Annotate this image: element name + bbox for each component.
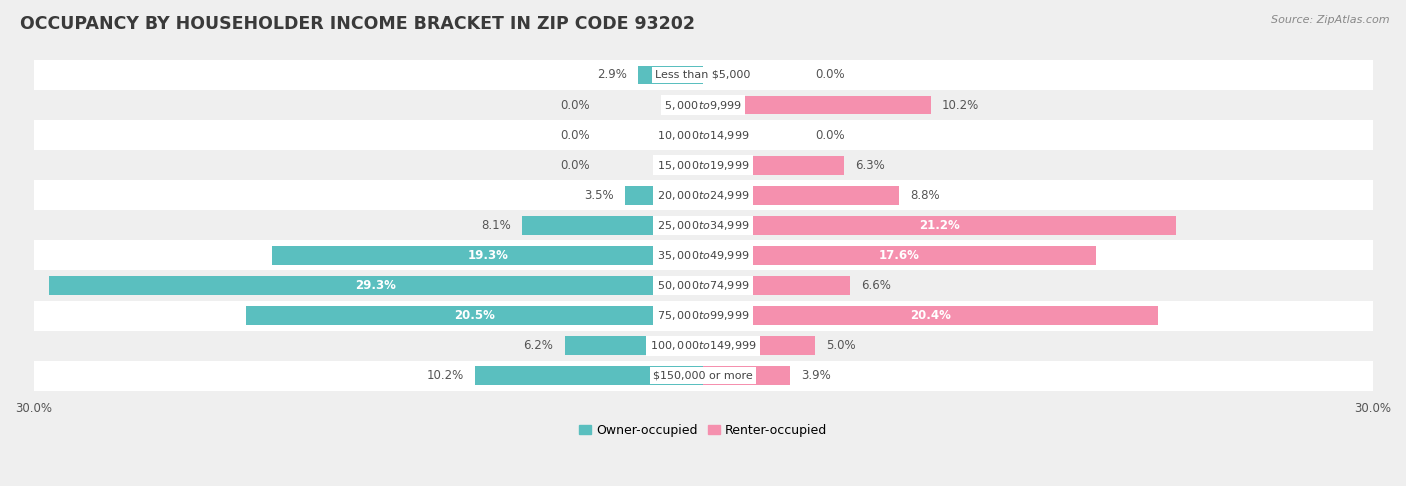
Text: 0.0%: 0.0% xyxy=(815,129,845,141)
Text: $50,000 to $74,999: $50,000 to $74,999 xyxy=(657,279,749,292)
Bar xyxy=(34,271,1372,300)
Bar xyxy=(565,336,703,355)
Bar xyxy=(703,216,1175,235)
Text: $75,000 to $99,999: $75,000 to $99,999 xyxy=(657,309,749,322)
Bar xyxy=(34,60,1372,90)
Text: $35,000 to $49,999: $35,000 to $49,999 xyxy=(657,249,749,262)
Text: 3.9%: 3.9% xyxy=(801,369,831,382)
Bar xyxy=(703,156,844,174)
Text: 19.3%: 19.3% xyxy=(467,249,508,262)
Bar xyxy=(34,241,1372,271)
Bar xyxy=(34,150,1372,180)
Bar xyxy=(703,366,790,385)
Bar xyxy=(703,276,851,295)
Text: 5.0%: 5.0% xyxy=(825,339,855,352)
Text: 0.0%: 0.0% xyxy=(815,69,845,82)
Text: 6.2%: 6.2% xyxy=(523,339,554,352)
Bar xyxy=(624,186,703,205)
Text: $10,000 to $14,999: $10,000 to $14,999 xyxy=(657,129,749,141)
Bar xyxy=(638,66,703,84)
Bar xyxy=(34,90,1372,120)
Text: 2.9%: 2.9% xyxy=(598,69,627,82)
Text: 3.5%: 3.5% xyxy=(583,189,614,202)
Text: 20.4%: 20.4% xyxy=(910,309,950,322)
Bar xyxy=(703,246,1095,265)
Bar xyxy=(703,186,900,205)
Text: $5,000 to $9,999: $5,000 to $9,999 xyxy=(664,99,742,111)
Text: 6.3%: 6.3% xyxy=(855,159,884,172)
Text: 6.6%: 6.6% xyxy=(862,279,891,292)
Text: $150,000 or more: $150,000 or more xyxy=(654,371,752,381)
Text: 10.2%: 10.2% xyxy=(942,99,979,111)
Bar xyxy=(34,330,1372,361)
Bar xyxy=(273,246,703,265)
Bar xyxy=(34,180,1372,210)
Text: 0.0%: 0.0% xyxy=(561,159,591,172)
Bar xyxy=(34,210,1372,241)
Text: 0.0%: 0.0% xyxy=(561,129,591,141)
Text: 29.3%: 29.3% xyxy=(356,279,396,292)
Legend: Owner-occupied, Renter-occupied: Owner-occupied, Renter-occupied xyxy=(574,419,832,442)
Text: $100,000 to $149,999: $100,000 to $149,999 xyxy=(650,339,756,352)
Text: 8.1%: 8.1% xyxy=(481,219,510,232)
Bar xyxy=(34,361,1372,391)
Text: Source: ZipAtlas.com: Source: ZipAtlas.com xyxy=(1271,15,1389,25)
Bar xyxy=(49,276,703,295)
Bar xyxy=(703,96,931,114)
Text: 8.8%: 8.8% xyxy=(911,189,941,202)
Bar xyxy=(703,306,1159,325)
Text: 10.2%: 10.2% xyxy=(427,369,464,382)
Text: OCCUPANCY BY HOUSEHOLDER INCOME BRACKET IN ZIP CODE 93202: OCCUPANCY BY HOUSEHOLDER INCOME BRACKET … xyxy=(20,15,695,33)
Text: 17.6%: 17.6% xyxy=(879,249,920,262)
Bar xyxy=(703,336,814,355)
Text: $25,000 to $34,999: $25,000 to $34,999 xyxy=(657,219,749,232)
Text: 21.2%: 21.2% xyxy=(920,219,960,232)
Text: Less than $5,000: Less than $5,000 xyxy=(655,70,751,80)
Bar xyxy=(34,120,1372,150)
Bar xyxy=(522,216,703,235)
Bar xyxy=(34,300,1372,330)
Bar xyxy=(475,366,703,385)
Text: 20.5%: 20.5% xyxy=(454,309,495,322)
Text: 0.0%: 0.0% xyxy=(561,99,591,111)
Bar xyxy=(246,306,703,325)
Text: $15,000 to $19,999: $15,000 to $19,999 xyxy=(657,159,749,172)
Text: $20,000 to $24,999: $20,000 to $24,999 xyxy=(657,189,749,202)
